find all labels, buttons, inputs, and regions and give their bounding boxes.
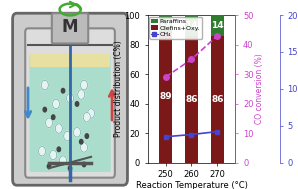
Text: 89: 89 — [159, 92, 172, 101]
Circle shape — [68, 166, 72, 170]
Circle shape — [57, 147, 60, 152]
Circle shape — [85, 134, 89, 138]
Circle shape — [80, 80, 88, 90]
Circle shape — [41, 80, 48, 90]
Bar — [159, 15, 172, 31]
Circle shape — [64, 131, 71, 141]
Circle shape — [43, 107, 46, 112]
Text: 86: 86 — [211, 95, 224, 104]
FancyBboxPatch shape — [30, 54, 110, 67]
Text: 86: 86 — [185, 95, 198, 104]
FancyBboxPatch shape — [25, 28, 115, 178]
Bar — [185, 36, 198, 163]
Circle shape — [60, 156, 66, 165]
Circle shape — [55, 124, 62, 133]
X-axis label: Reaction Temperature (°C): Reaction Temperature (°C) — [136, 180, 247, 189]
Circle shape — [75, 102, 79, 106]
Circle shape — [47, 164, 51, 169]
Circle shape — [82, 162, 86, 167]
Circle shape — [88, 109, 94, 118]
Bar — [185, 15, 198, 36]
Text: M: M — [62, 18, 78, 36]
Circle shape — [61, 88, 65, 93]
Circle shape — [52, 99, 60, 109]
Circle shape — [52, 115, 55, 119]
Circle shape — [46, 118, 52, 128]
Bar — [211, 36, 224, 163]
Circle shape — [83, 112, 90, 122]
Text: 14: 14 — [211, 21, 224, 30]
Legend: Paraffins, Olefins+Oxy., CH₄: Paraffins, Olefins+Oxy., CH₄ — [149, 17, 202, 39]
Y-axis label: CO conversion (%): CO conversion (%) — [255, 53, 264, 124]
FancyBboxPatch shape — [13, 13, 128, 185]
FancyBboxPatch shape — [52, 13, 88, 43]
Circle shape — [80, 143, 88, 152]
Circle shape — [50, 150, 57, 160]
Circle shape — [78, 90, 85, 99]
Circle shape — [74, 128, 80, 137]
FancyBboxPatch shape — [30, 55, 111, 172]
Circle shape — [38, 146, 46, 156]
Text: 11: 11 — [159, 19, 172, 28]
Circle shape — [66, 94, 74, 103]
Circle shape — [80, 139, 83, 144]
Text: 14: 14 — [185, 21, 198, 30]
Bar — [211, 15, 224, 36]
Y-axis label: Product distribution (C%): Product distribution (C%) — [114, 40, 123, 137]
Bar — [159, 31, 172, 163]
